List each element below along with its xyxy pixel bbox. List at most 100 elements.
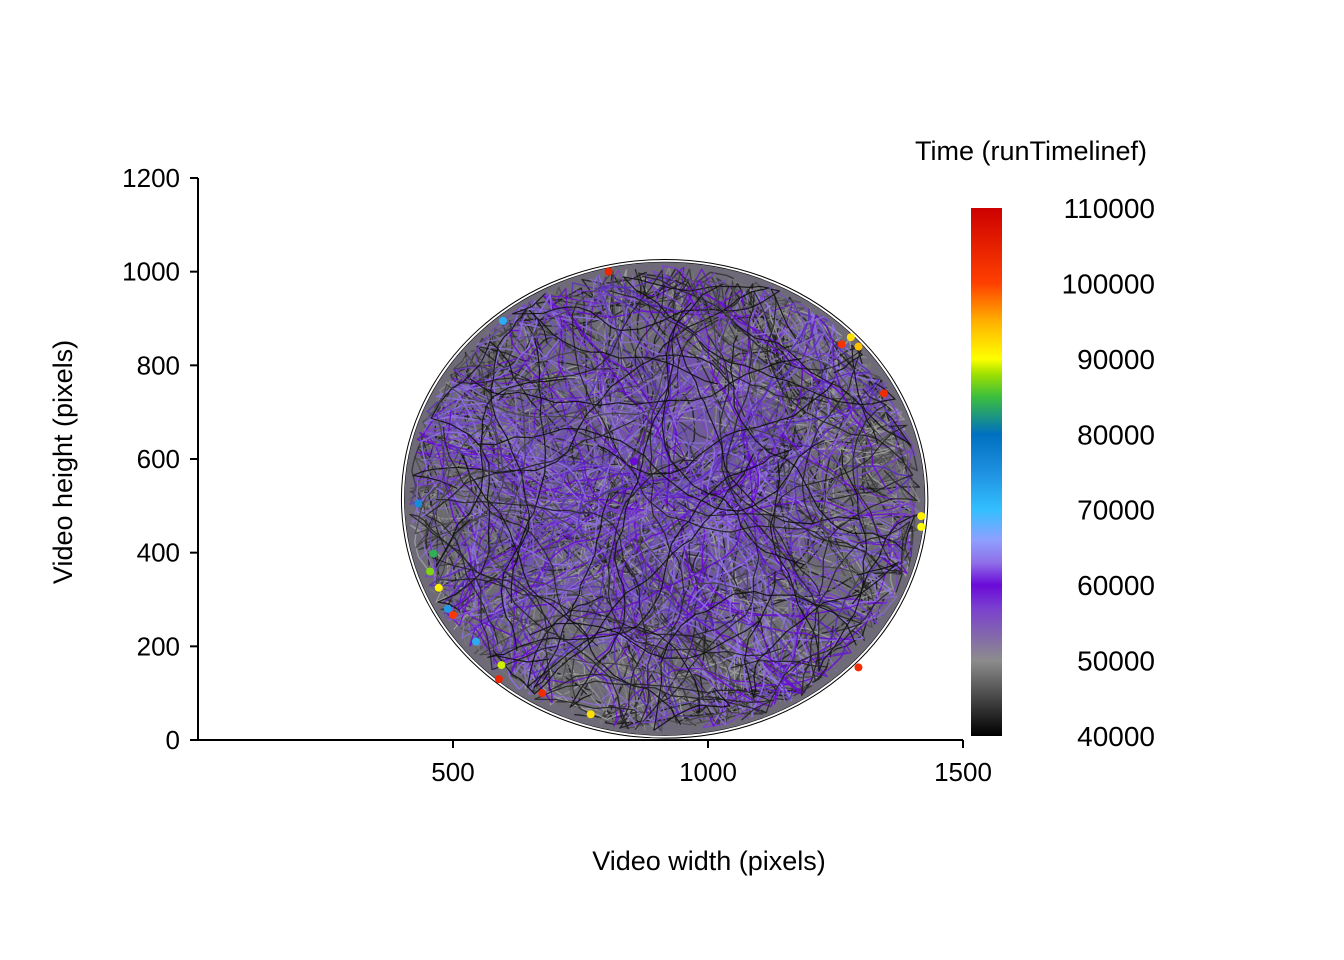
trajectory-path [498, 465, 662, 659]
trajectory-path [609, 290, 829, 404]
trajectory-point [538, 689, 547, 698]
trajectory-path [451, 542, 749, 692]
colorbar-tick-label: 50000 [1077, 646, 1155, 677]
trajectory-path [660, 396, 890, 547]
trajectory-path [524, 296, 788, 425]
legend-title: Time (runTimelinef) [915, 136, 1147, 166]
trajectory-path [452, 353, 618, 556]
y-tick-label: 200 [137, 631, 180, 661]
trajectory-path [453, 294, 624, 525]
trajectory-path [408, 322, 620, 566]
trajectory-point [917, 512, 926, 521]
trajectory-path [568, 549, 727, 719]
colorbar-labels: 40000 50000 60000 70000 80000 90000 100000 1100… [1062, 193, 1155, 752]
trajectory-path [723, 420, 757, 643]
trajectory-path [415, 415, 505, 549]
trajectory-path [610, 582, 801, 668]
trajectory-path [529, 620, 760, 659]
trajectory-path [664, 314, 858, 499]
trajectory-path [598, 284, 691, 519]
trajectory-highlight-points [414, 267, 926, 719]
y-tick-label: 1200 [122, 163, 180, 193]
trajectory-point [917, 522, 926, 531]
trajectory-path [785, 534, 893, 597]
trajectory-path [686, 555, 822, 708]
trajectory-path [566, 584, 659, 732]
trajectory-path [730, 335, 916, 605]
trajectory-path [629, 552, 799, 701]
trajectory-point [630, 457, 639, 466]
trajectory-path [596, 306, 749, 496]
trajectory-path [512, 288, 797, 340]
trajectory-path [558, 567, 808, 713]
trajectory-path [680, 282, 904, 452]
trajectory-path [680, 509, 799, 693]
trajectory-path [469, 358, 801, 406]
trajectory-path [766, 295, 914, 501]
trajectory-path [432, 383, 575, 440]
trajectory-path [491, 334, 600, 520]
trajectory-path [561, 315, 825, 445]
trajectory-point [879, 389, 888, 398]
trajectory-path [481, 478, 655, 653]
trajectory-path [762, 461, 885, 621]
trajectory-path [677, 388, 904, 572]
trajectory-path [622, 276, 770, 354]
trajectory-path [433, 383, 696, 420]
trajectory-point [449, 610, 457, 619]
trajectory-path [699, 516, 853, 685]
trajectory-path [468, 601, 741, 667]
trajectory-path [613, 553, 661, 731]
trajectory-path [449, 282, 721, 543]
trajectory-path [747, 442, 908, 579]
trajectory-path [675, 285, 826, 488]
x-tick-label: 500 [431, 757, 474, 787]
trajectory-path [737, 450, 903, 672]
trajectory-path [678, 492, 879, 625]
x-tick-label: 1500 [934, 757, 992, 787]
trajectory-path [763, 433, 901, 664]
trajectory-point [854, 342, 863, 351]
trajectory-path [748, 532, 906, 612]
trajectory-path [479, 614, 668, 656]
colorbar-tick-label: 70000 [1077, 495, 1155, 526]
x-axis-title: Video width (pixels) [592, 846, 826, 876]
y-tick-label: 400 [137, 538, 180, 568]
trajectory-path [675, 333, 860, 525]
trajectory-path [458, 269, 665, 385]
trajectory-path [512, 376, 625, 676]
trajectory-path [567, 272, 716, 531]
y-tick-label: 0 [166, 725, 180, 755]
trajectory-path [557, 317, 709, 491]
trajectory-point [429, 549, 438, 558]
trajectory-path [687, 324, 855, 607]
trajectory-path [666, 491, 749, 719]
trajectory-path [710, 280, 867, 537]
trajectory-path [548, 301, 703, 510]
trajectory-path [743, 561, 899, 698]
trajectory-path [425, 419, 636, 644]
trajectory-path [730, 321, 879, 445]
x-tick-label: 1000 [679, 757, 737, 787]
trajectory-point [414, 499, 423, 508]
trajectory-path [572, 454, 760, 621]
trajectory-path [500, 341, 546, 652]
trajectory-point [837, 340, 846, 349]
trajectory-path [440, 593, 720, 726]
trajectory-path [514, 340, 690, 538]
trajectory-path [720, 500, 908, 676]
y-axis-ticks: 0 200 400 600 800 1000 1200 [122, 163, 198, 755]
trajectory-point [497, 661, 506, 670]
trajectory-path [718, 308, 824, 562]
trajectory-path [623, 332, 826, 418]
trajectory-path [487, 448, 793, 663]
trajectory-path [414, 417, 498, 535]
trajectory-path [627, 505, 864, 661]
x-axis-ticks: 500 1000 1500 [431, 740, 992, 787]
trajectory-path [469, 536, 756, 722]
trajectory-path [652, 382, 911, 512]
arena-ring [400, 258, 929, 739]
trajectory-path [429, 447, 664, 572]
trajectory-path [705, 591, 890, 714]
trajectory-path [639, 527, 739, 714]
